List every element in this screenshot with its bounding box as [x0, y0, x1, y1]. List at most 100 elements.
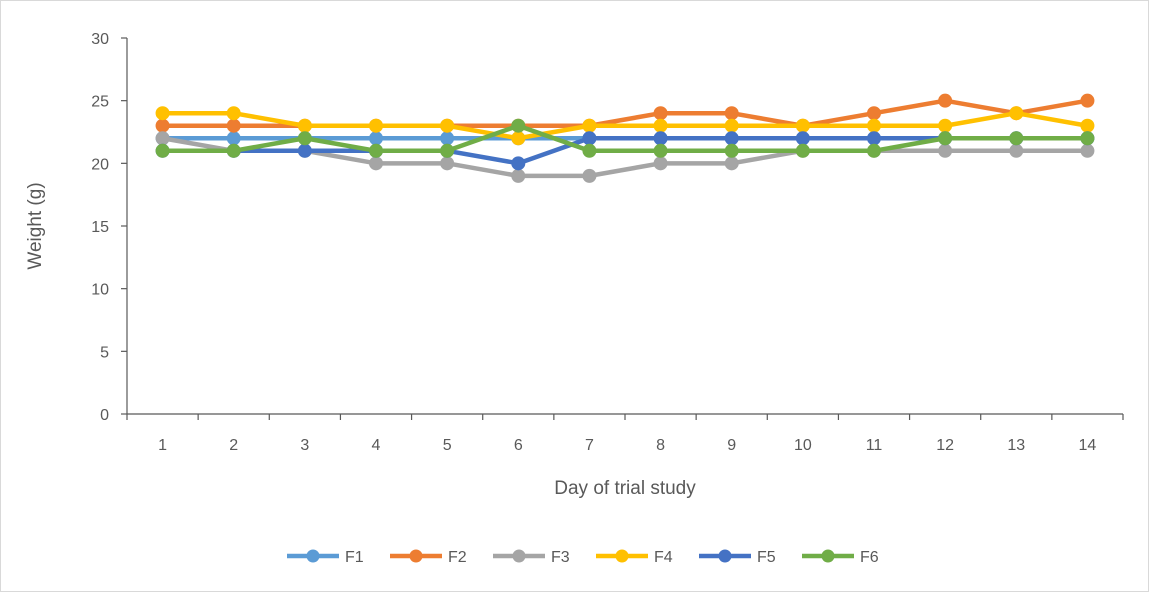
data-point	[795, 131, 810, 146]
data-point	[724, 143, 739, 158]
data-point	[369, 143, 383, 158]
x-tick-label: 14	[1079, 437, 1097, 454]
legend-swatch-marker	[306, 549, 320, 563]
data-point	[938, 93, 953, 108]
data-point	[1009, 143, 1024, 158]
legend-item-f5: F5	[699, 549, 776, 566]
y-tick-label: 5	[100, 344, 109, 361]
data-point	[1009, 131, 1024, 146]
y-tick-label: 30	[91, 31, 109, 48]
data-point	[795, 143, 810, 158]
y-tick-label: 0	[100, 407, 109, 424]
data-point	[440, 143, 455, 158]
data-point	[226, 118, 241, 133]
data-point	[155, 131, 170, 146]
data-point	[297, 131, 312, 146]
legend-swatch-marker	[718, 549, 732, 563]
y-axis-title: Weight (g)	[25, 182, 46, 269]
x-axis: 1 2 3 4 5 6 7 8 9 10 11 12 13 14	[126, 413, 1124, 454]
legend-item-f6: F6	[802, 549, 879, 566]
data-point	[226, 131, 241, 146]
legend-label: F4	[654, 549, 673, 566]
data-point	[1080, 143, 1095, 158]
data-point	[369, 118, 383, 133]
data-point	[724, 118, 739, 133]
series-layer	[155, 93, 1095, 183]
y-axis: 0 5 10 15 20 25 30	[91, 31, 128, 424]
y-tick-label: 20	[91, 156, 109, 173]
data-point	[582, 143, 597, 158]
x-tick-label: 8	[656, 437, 665, 454]
series-line	[160, 110, 1090, 141]
data-point	[653, 131, 668, 146]
data-point	[511, 156, 526, 171]
data-point	[511, 168, 526, 183]
legend: F1 F2 F3 F4 F5 F6	[287, 549, 879, 566]
data-point	[440, 118, 455, 133]
x-tick-label: 9	[727, 437, 736, 454]
legend-swatch-marker	[512, 549, 526, 563]
data-point	[1080, 93, 1095, 108]
data-point	[653, 156, 668, 171]
data-point	[938, 143, 953, 158]
x-tick-label: 5	[443, 437, 452, 454]
x-tick-label: 3	[300, 437, 309, 454]
data-point	[369, 131, 383, 146]
y-tick-label: 25	[91, 94, 109, 111]
data-point	[938, 131, 953, 146]
series-line	[160, 123, 1090, 154]
data-point	[226, 106, 241, 121]
data-point	[867, 106, 881, 121]
data-point	[297, 143, 312, 158]
data-point	[155, 143, 170, 158]
data-point	[582, 168, 597, 183]
data-point	[938, 118, 953, 133]
data-point	[440, 131, 455, 146]
x-tick-label: 7	[585, 437, 594, 454]
data-point	[867, 131, 881, 146]
data-point	[653, 143, 668, 158]
x-axis-title: Day of trial study	[554, 478, 696, 499]
legend-label: F2	[448, 549, 467, 566]
data-point	[297, 118, 312, 133]
data-point	[226, 143, 241, 158]
legend-swatch-marker	[821, 549, 835, 563]
data-point	[867, 118, 881, 133]
x-tick-label: 10	[794, 437, 812, 454]
data-point	[369, 156, 383, 171]
data-point	[724, 106, 739, 121]
x-tick-label: 6	[514, 437, 523, 454]
legend-item-f4: F4	[596, 549, 673, 566]
legend-item-f1: F1	[287, 549, 364, 566]
data-point	[155, 106, 170, 121]
legend-label: F3	[551, 549, 570, 566]
data-point	[440, 156, 455, 171]
data-point	[724, 131, 739, 146]
data-point	[511, 131, 526, 146]
data-point	[653, 118, 668, 133]
legend-swatch-marker	[409, 549, 423, 563]
legend-swatch-marker	[615, 549, 629, 563]
legend-label: F6	[860, 549, 879, 566]
legend-label: F1	[345, 549, 364, 566]
y-tick-label: 15	[91, 219, 109, 236]
x-tick-label: 12	[936, 437, 954, 454]
data-point	[867, 143, 881, 158]
data-point	[155, 118, 170, 133]
legend-item-f3: F3	[493, 549, 570, 566]
data-point	[795, 118, 810, 133]
data-point	[724, 156, 739, 171]
legend-label: F5	[757, 549, 776, 566]
data-point	[1080, 131, 1095, 146]
data-point	[653, 106, 668, 121]
y-tick-label: 10	[91, 282, 109, 299]
x-tick-label: 13	[1007, 437, 1025, 454]
legend-item-f2: F2	[390, 549, 467, 566]
x-tick-label: 11	[866, 437, 883, 454]
x-tick-label: 1	[158, 437, 167, 454]
data-point	[1080, 118, 1095, 133]
data-point	[1009, 106, 1024, 121]
data-point	[511, 118, 526, 133]
